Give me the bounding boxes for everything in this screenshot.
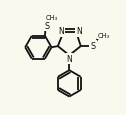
Text: S: S <box>91 42 96 51</box>
Text: N: N <box>66 54 72 63</box>
Text: N: N <box>58 27 64 36</box>
Text: N: N <box>76 27 82 36</box>
Text: CH₃: CH₃ <box>45 15 58 21</box>
Text: S: S <box>45 22 50 31</box>
Text: CH₃: CH₃ <box>98 32 110 38</box>
